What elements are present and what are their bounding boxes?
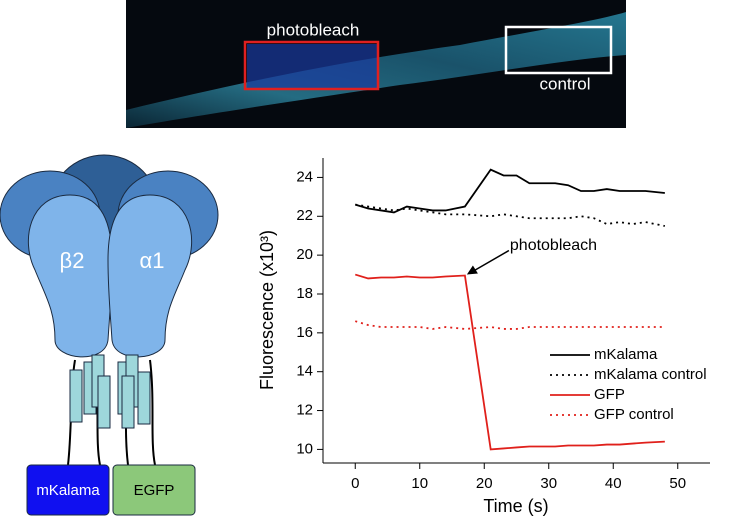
- receptor-diagram: [0, 154, 219, 516]
- x-tick-label: 10: [411, 475, 428, 492]
- data-line: [354, 273, 665, 451]
- y-axis-label: Fluorescence (x10³): [257, 230, 277, 390]
- legend-label: GFP: [594, 386, 625, 403]
- tag-label: EGFP: [134, 482, 175, 499]
- data-line: [354, 168, 665, 214]
- x-tick-label: 50: [669, 475, 686, 492]
- data-line: [355, 203, 666, 227]
- annotation-arrow: [470, 249, 510, 274]
- y-tick-label: 10: [296, 440, 313, 457]
- x-axis-label: Time (s): [483, 496, 548, 516]
- x-tick-label: 30: [540, 475, 557, 492]
- subunit-label: α1: [140, 248, 165, 273]
- image-label: control: [539, 74, 590, 93]
- y-tick-label: 18: [296, 285, 313, 302]
- legend-label: mKalama: [594, 346, 658, 363]
- photobleach-box: [243, 40, 380, 91]
- tag-label: mKalama: [36, 482, 100, 499]
- y-tick-label: 14: [296, 363, 313, 380]
- control-box: [504, 25, 613, 75]
- micrograph: photobleach control: [126, 0, 626, 128]
- image-label: photobleach: [267, 20, 360, 39]
- x-tick-label: 40: [605, 475, 622, 492]
- legend-label: GFP control: [594, 406, 674, 423]
- annotation: photobleach: [510, 237, 597, 254]
- y-tick-label: 22: [296, 207, 313, 224]
- subunit-label: β2: [60, 248, 85, 273]
- annotation-arrowhead: [466, 265, 478, 275]
- y-tick-label: 24: [296, 168, 313, 185]
- y-tick-label: 12: [296, 402, 313, 419]
- data-line: [354, 320, 665, 330]
- legend-label: mKalama control: [594, 366, 707, 383]
- y-tick-label: 20: [296, 246, 313, 263]
- y-tick-label: 16: [296, 324, 313, 341]
- x-tick-label: 20: [476, 475, 493, 492]
- x-tick-label: 0: [351, 475, 359, 492]
